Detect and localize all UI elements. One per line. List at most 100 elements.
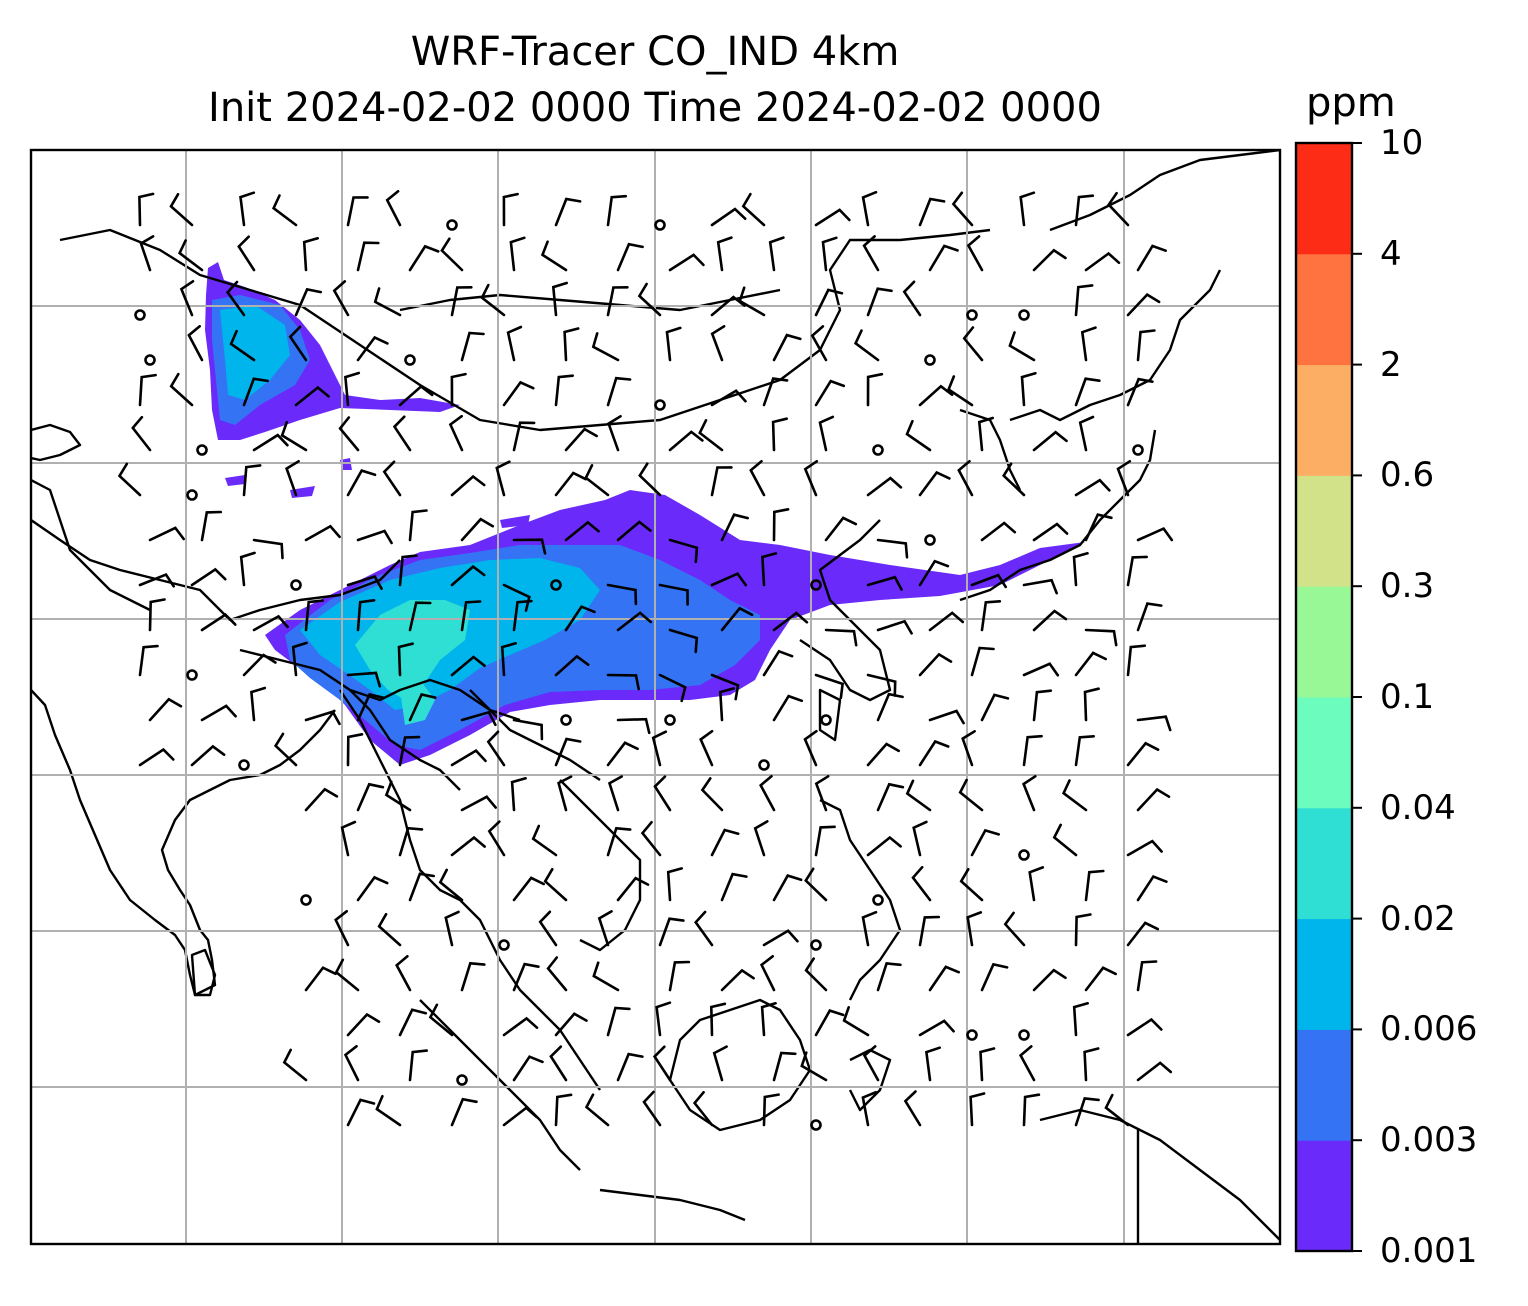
wind-barb xyxy=(148,697,183,722)
colorbar-swatch-0 xyxy=(1296,1140,1352,1252)
wind-barb xyxy=(480,283,506,317)
wind-barb xyxy=(509,236,526,272)
wind-barb xyxy=(861,190,878,227)
plume-fleck-3 xyxy=(500,515,530,528)
wind-barb xyxy=(242,653,277,677)
wind-barb xyxy=(606,583,638,606)
wind-barb xyxy=(918,559,950,587)
wind-barb xyxy=(531,824,558,857)
colorbar-tick-label: 4 xyxy=(1380,233,1402,274)
wind-barb xyxy=(668,960,691,992)
wind-barb xyxy=(502,1016,539,1037)
wind-barb xyxy=(918,652,953,677)
wind-barb xyxy=(814,1009,845,1037)
wind-barb xyxy=(382,460,402,497)
wind-barb xyxy=(1032,689,1053,722)
wind-barb xyxy=(712,1045,728,1082)
wind-barb xyxy=(346,574,383,590)
wind-calm-marker xyxy=(1018,1029,1030,1041)
wind-calm-marker xyxy=(664,714,676,726)
wind-barb xyxy=(384,780,412,812)
wind-barb xyxy=(510,777,527,812)
wind-barb xyxy=(665,326,682,362)
wind-barb xyxy=(563,327,580,362)
wind-barb xyxy=(564,520,600,542)
wind-barb xyxy=(148,598,166,632)
wind-barb xyxy=(1019,191,1036,227)
wind-barb xyxy=(1003,911,1026,947)
wind-barb xyxy=(607,775,623,812)
wind-barb xyxy=(506,325,523,362)
wind-barb xyxy=(395,955,412,992)
wind-calm-marker xyxy=(924,354,936,366)
wind-barb xyxy=(962,326,984,362)
wind-barb xyxy=(966,235,984,272)
wind-barb xyxy=(1126,921,1160,947)
wind-barb xyxy=(616,611,653,632)
wind-barb xyxy=(428,1003,454,1037)
wind-barb xyxy=(760,1002,777,1037)
wind-barb xyxy=(280,420,308,452)
wind-barb xyxy=(720,968,755,992)
wind-barb xyxy=(398,384,434,407)
wind-barb xyxy=(554,197,582,227)
wind-barb xyxy=(876,538,909,559)
wind-barb xyxy=(772,1051,797,1082)
wind-barb xyxy=(616,717,651,735)
wind-barb xyxy=(398,826,424,857)
wind-barb xyxy=(1136,715,1172,732)
wind-barb xyxy=(616,242,644,272)
plume-north-inner xyxy=(220,305,290,400)
wind-barb xyxy=(710,325,726,362)
wind-barb xyxy=(334,958,360,992)
wind-barb xyxy=(288,325,308,362)
wind-barb xyxy=(814,379,846,407)
wind-barb xyxy=(373,287,402,317)
wind-barb xyxy=(1002,462,1026,497)
wind-barb xyxy=(1074,377,1101,407)
wind-barb xyxy=(616,520,652,542)
wind-barb xyxy=(866,287,893,317)
wind-barb xyxy=(768,236,785,272)
coastline-philippines xyxy=(819,798,902,1001)
wind-barb xyxy=(1074,735,1095,767)
wind-barb xyxy=(1084,251,1121,272)
wind-barb xyxy=(720,606,754,632)
wind-barb xyxy=(903,1090,922,1127)
wind-barb xyxy=(564,427,598,452)
wind-barb xyxy=(720,872,748,902)
wind-barb xyxy=(1078,415,1095,452)
wind-barb xyxy=(304,524,341,542)
wind-calm-marker xyxy=(924,534,936,546)
wind-barb xyxy=(179,280,195,317)
wind-calm-marker xyxy=(872,444,884,456)
coastline-arabia xyxy=(31,478,151,612)
wind-calm-marker xyxy=(134,309,146,321)
wind-barb xyxy=(438,868,464,902)
wind-barb xyxy=(512,599,533,632)
wind-barb xyxy=(700,777,724,812)
wind-barb xyxy=(803,729,818,767)
wind-barb xyxy=(460,331,485,362)
wind-barb xyxy=(928,965,960,992)
wind-barb xyxy=(1032,248,1067,272)
wind-calm-marker xyxy=(872,894,884,906)
wind-barb xyxy=(408,509,428,542)
wind-barb xyxy=(549,1045,568,1082)
coastline-java xyxy=(599,1188,746,1222)
wind-barb xyxy=(450,474,486,497)
colorbar-tick-label: 0.6 xyxy=(1380,455,1435,496)
wind-barb xyxy=(1074,478,1111,497)
wind-barb xyxy=(1074,651,1107,677)
colorbar-tick-label: 0.001 xyxy=(1380,1231,1478,1271)
wind-barb xyxy=(1072,1002,1089,1037)
wind-barb xyxy=(408,692,437,722)
wind-barb xyxy=(606,741,639,767)
wind-barb xyxy=(502,583,531,612)
wind-barb xyxy=(304,710,341,726)
wind-barb xyxy=(772,508,790,542)
wind-calm-marker xyxy=(966,309,978,321)
colorbar-tick-label: 0.04 xyxy=(1380,787,1456,828)
wind-barb xyxy=(970,828,1000,857)
wind-barb xyxy=(642,1090,662,1127)
